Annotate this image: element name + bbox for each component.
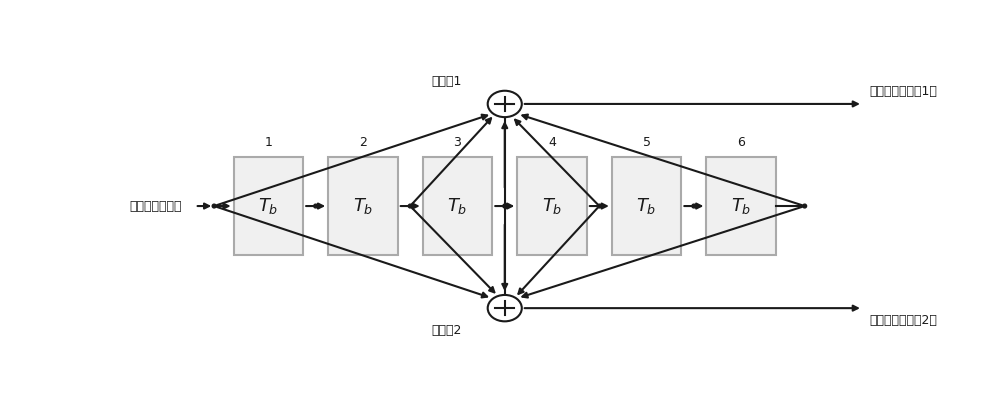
Text: $T_b$: $T_b$ <box>636 196 657 216</box>
Text: 3: 3 <box>454 137 461 149</box>
Bar <box>612 157 681 255</box>
Ellipse shape <box>488 295 522 322</box>
Text: 2: 2 <box>359 137 367 149</box>
Bar <box>328 157 398 255</box>
Ellipse shape <box>503 204 507 208</box>
Text: $T_b$: $T_b$ <box>542 196 562 216</box>
Text: $T_b$: $T_b$ <box>731 196 751 216</box>
Bar <box>423 157 492 255</box>
Text: 4: 4 <box>548 137 556 149</box>
Ellipse shape <box>488 91 522 117</box>
Text: $T_b$: $T_b$ <box>258 196 279 216</box>
Ellipse shape <box>692 204 696 208</box>
Bar <box>517 157 587 255</box>
Text: 输出二进制数据1路: 输出二进制数据1路 <box>869 84 937 98</box>
Bar <box>234 157 303 255</box>
Text: 加法器1: 加法器1 <box>432 75 462 88</box>
Ellipse shape <box>408 204 412 208</box>
Ellipse shape <box>803 204 807 208</box>
Bar <box>706 157 776 255</box>
Text: 5: 5 <box>643 137 651 149</box>
Text: $T_b$: $T_b$ <box>447 196 468 216</box>
Text: $T_b$: $T_b$ <box>353 196 373 216</box>
Ellipse shape <box>597 204 601 208</box>
Ellipse shape <box>212 204 216 208</box>
Text: 加法器2: 加法器2 <box>432 324 462 337</box>
Ellipse shape <box>314 204 318 208</box>
Text: 输入二进制数据: 输入二进制数据 <box>129 200 181 213</box>
Text: 输出二进制数据2路: 输出二进制数据2路 <box>869 315 937 328</box>
Text: 1: 1 <box>264 137 272 149</box>
Text: 6: 6 <box>737 137 745 149</box>
